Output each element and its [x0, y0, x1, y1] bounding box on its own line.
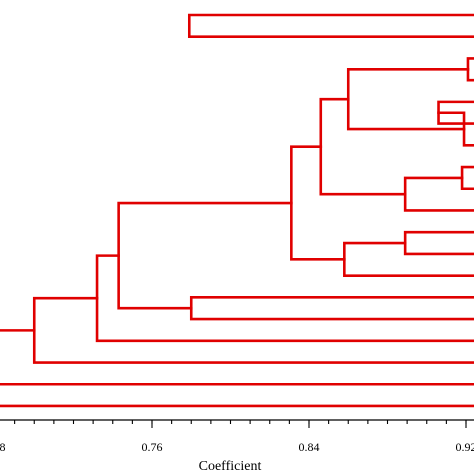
merge-E-branch: [346, 68, 470, 131]
merge-K-branch: [290, 145, 346, 261]
x-tick-labels: 0.68 0.76 0.84 0.92: [0, 440, 474, 454]
merge-F-branch: [460, 165, 474, 191]
merge-A-branch: [187, 13, 474, 39]
merge-M-branch: [189, 296, 474, 321]
merge-H-branch: [319, 97, 407, 196]
merge-N-branch: [117, 201, 293, 310]
dendrogram-branches: [0, 13, 474, 408]
x-major-ticks: [151, 420, 467, 428]
merge-P-branch: [32, 296, 474, 364]
merge-Q-branch: [0, 382, 474, 408]
x-tick-label: 0.76: [142, 440, 163, 454]
x-axis-title: Coefficient: [199, 459, 262, 474]
x-tick-label: 0.84: [299, 440, 320, 454]
merge-R-branch: [0, 329, 36, 332]
x-tick-label: 0.92: [456, 440, 474, 454]
merge-G-branch: [403, 176, 474, 212]
merge-J-branch: [343, 241, 474, 277]
x-tick-label: 0.68: [0, 440, 6, 454]
merge-I-branch: [403, 230, 474, 256]
